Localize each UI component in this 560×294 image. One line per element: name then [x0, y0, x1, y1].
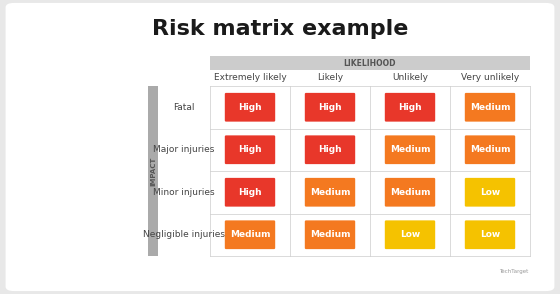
FancyBboxPatch shape [465, 220, 515, 249]
Text: Low: Low [400, 230, 420, 239]
Text: High: High [318, 145, 342, 154]
Text: Medium: Medium [470, 103, 510, 112]
FancyBboxPatch shape [225, 93, 275, 122]
Text: Medium: Medium [310, 230, 350, 239]
Text: IMPACT: IMPACT [150, 156, 156, 186]
Text: High: High [318, 103, 342, 112]
FancyBboxPatch shape [465, 135, 515, 164]
Text: High: High [398, 103, 422, 112]
Text: Medium: Medium [470, 145, 510, 154]
FancyBboxPatch shape [305, 93, 355, 122]
FancyBboxPatch shape [465, 178, 515, 207]
Text: Unlikely: Unlikely [392, 74, 428, 83]
Text: Medium: Medium [230, 230, 270, 239]
Text: Minor injuries: Minor injuries [153, 188, 215, 197]
Bar [148, 86, 158, 256]
FancyBboxPatch shape [385, 135, 435, 164]
FancyBboxPatch shape [225, 135, 275, 164]
FancyBboxPatch shape [305, 178, 355, 207]
Text: Very unlikely: Very unlikely [461, 74, 519, 83]
Text: High: High [238, 145, 262, 154]
Text: TechTarget: TechTarget [499, 269, 528, 274]
FancyBboxPatch shape [465, 93, 515, 122]
Text: Likely: Likely [317, 74, 343, 83]
FancyBboxPatch shape [305, 220, 355, 249]
Text: Fatal: Fatal [173, 103, 195, 112]
Bar [210, 56, 530, 70]
FancyBboxPatch shape [385, 93, 435, 122]
FancyBboxPatch shape [385, 178, 435, 207]
Text: Medium: Medium [310, 188, 350, 197]
Text: Low: Low [480, 230, 500, 239]
Text: LIKELIHOOD: LIKELIHOOD [344, 59, 396, 68]
Text: Medium: Medium [390, 145, 430, 154]
Text: Extremely likely: Extremely likely [213, 74, 286, 83]
Text: Negligible injuries: Negligible injuries [143, 230, 225, 239]
Text: Major injuries: Major injuries [153, 145, 214, 154]
FancyBboxPatch shape [225, 178, 275, 207]
Text: High: High [238, 188, 262, 197]
FancyBboxPatch shape [305, 135, 355, 164]
FancyBboxPatch shape [385, 220, 435, 249]
Text: Risk matrix example: Risk matrix example [152, 19, 408, 39]
Text: Low: Low [480, 188, 500, 197]
FancyBboxPatch shape [225, 220, 275, 249]
Text: Medium: Medium [390, 188, 430, 197]
Text: High: High [238, 103, 262, 112]
